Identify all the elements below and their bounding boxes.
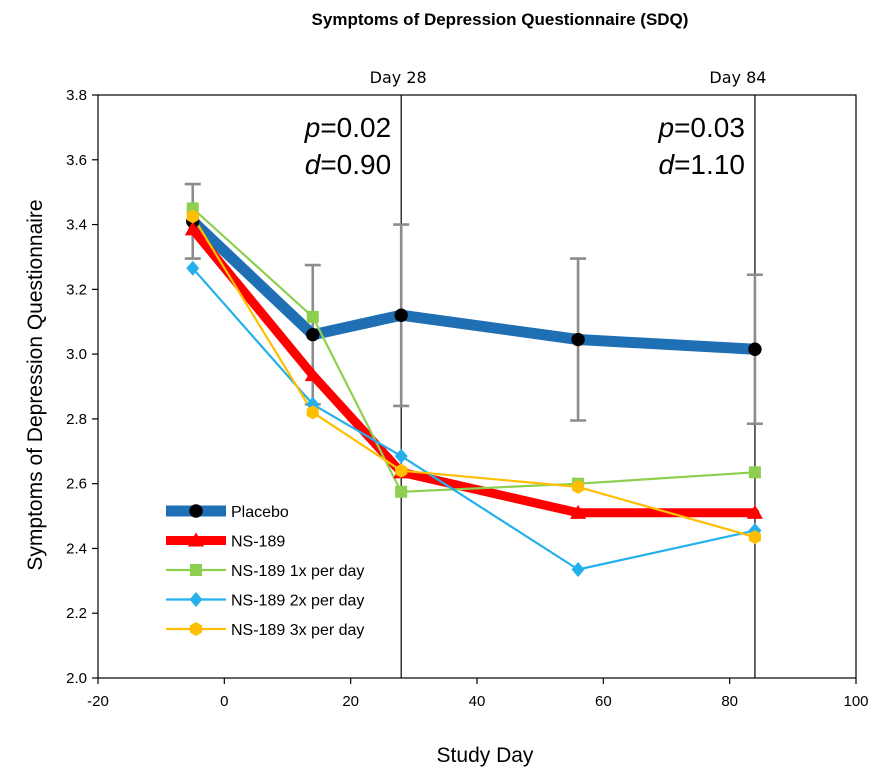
d-value: =1.10 bbox=[674, 149, 745, 180]
y-tick-label: 3.8 bbox=[66, 87, 87, 104]
y-tick-label: 3.6 bbox=[66, 152, 87, 169]
legend-entry-label: Placebo bbox=[231, 504, 289, 521]
reference-line-label: Day 84 bbox=[709, 68, 766, 87]
x-tick-label: -20 bbox=[87, 693, 109, 710]
d-letter: d bbox=[658, 149, 675, 180]
x-tick-label: 100 bbox=[843, 693, 868, 710]
p-value-text: p=0.02 bbox=[304, 112, 391, 143]
legend-entry-label: NS-189 2x per day bbox=[231, 593, 364, 610]
x-tick-label: 80 bbox=[721, 693, 738, 710]
y-tick-label: 3.0 bbox=[66, 346, 87, 363]
plot-area-border bbox=[97, 94, 857, 679]
x-tick-label: 40 bbox=[469, 693, 486, 710]
x-axis-label: Study Day bbox=[437, 744, 534, 767]
y-tick-label: 2.8 bbox=[66, 411, 87, 428]
x-axis-ticks: -20 0 20 40 60 80 100 bbox=[87, 678, 869, 710]
p-value-text: p=0.03 bbox=[657, 112, 744, 143]
d-value: =0.90 bbox=[320, 149, 391, 180]
p-value: =0.02 bbox=[320, 112, 391, 143]
d-letter: d bbox=[305, 149, 322, 180]
data-point-series-1 bbox=[746, 504, 763, 519]
data-point-series-4 bbox=[748, 530, 761, 545]
p-value: =0.03 bbox=[674, 112, 745, 143]
effect-size-text: d=0.90 bbox=[305, 149, 391, 180]
y-tick-label: 3.4 bbox=[66, 217, 87, 234]
legend-marker bbox=[188, 532, 204, 547]
x-tick-label: 60 bbox=[595, 693, 612, 710]
data-point-series-0 bbox=[394, 308, 408, 322]
data-point-series-0 bbox=[571, 332, 585, 347]
legend-entry-label: NS-189 3x per day bbox=[231, 622, 364, 639]
y-tick-label: 2.2 bbox=[66, 605, 87, 622]
legend-marker bbox=[189, 504, 203, 518]
chart-legend: Placebo NS-189 NS-189 1x per day NS-189 2x … bbox=[166, 504, 364, 639]
x-tick-label: 20 bbox=[342, 693, 359, 710]
y-tick-label: 2.0 bbox=[66, 670, 87, 687]
data-point-series-1 bbox=[304, 367, 321, 382]
data-point-series-3 bbox=[571, 561, 585, 577]
series-line-1 bbox=[188, 224, 760, 518]
y-tick-label: 3.2 bbox=[66, 281, 87, 298]
legend-entry-label: NS-189 bbox=[231, 534, 285, 551]
series-markers bbox=[184, 202, 763, 577]
y-axis-label: Symptoms of Depression Questionnaire bbox=[24, 199, 47, 570]
data-point-series-4 bbox=[572, 479, 585, 494]
data-point-series-3 bbox=[394, 448, 408, 464]
data-point-series-2 bbox=[395, 485, 408, 498]
placebo-error-bars bbox=[184, 182, 763, 426]
data-point-series-0 bbox=[748, 342, 762, 356]
data-point-series-0 bbox=[306, 327, 320, 342]
p-letter: p bbox=[657, 112, 674, 143]
chart-title: Symptoms of Depression Questionnaire (SD… bbox=[312, 10, 689, 29]
series-line-3 bbox=[191, 267, 757, 571]
data-point-series-1 bbox=[184, 221, 201, 236]
effect-size-text: d=1.10 bbox=[658, 149, 744, 180]
x-tick-label: 0 bbox=[220, 693, 228, 710]
legend-marker bbox=[189, 592, 203, 607]
y-tick-label: 2.4 bbox=[66, 540, 87, 557]
p-letter: p bbox=[304, 112, 321, 143]
data-point-series-3 bbox=[186, 260, 200, 276]
legend-marker bbox=[190, 564, 202, 576]
y-axis-ticks: 2.0 2.2 2.4 2.6 2.8 3.0 3.2 3.4 3.6 3.8 bbox=[66, 87, 98, 687]
data-point-series-4 bbox=[395, 463, 408, 478]
data-point-series-1 bbox=[570, 504, 587, 519]
data-point-series-2 bbox=[306, 310, 319, 323]
data-point-series-4 bbox=[186, 209, 199, 224]
data-point-series-4 bbox=[306, 405, 319, 420]
plot-frame bbox=[97, 94, 857, 679]
reference-line-label: Day 28 bbox=[370, 68, 427, 87]
data-point-series-2 bbox=[748, 466, 761, 479]
y-tick-label: 2.6 bbox=[66, 476, 87, 493]
legend-marker bbox=[189, 622, 203, 636]
legend-entry-label: NS-189 1x per day bbox=[231, 563, 364, 580]
